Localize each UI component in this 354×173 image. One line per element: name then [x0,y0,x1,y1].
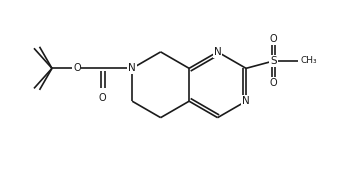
Text: O: O [99,93,107,103]
Text: O: O [73,63,81,73]
Text: N: N [214,47,222,57]
Text: S: S [270,56,277,66]
Text: CH₃: CH₃ [301,57,317,66]
Text: O: O [270,34,277,44]
Text: N: N [242,96,250,106]
Text: O: O [270,78,277,88]
Text: N: N [128,63,136,73]
